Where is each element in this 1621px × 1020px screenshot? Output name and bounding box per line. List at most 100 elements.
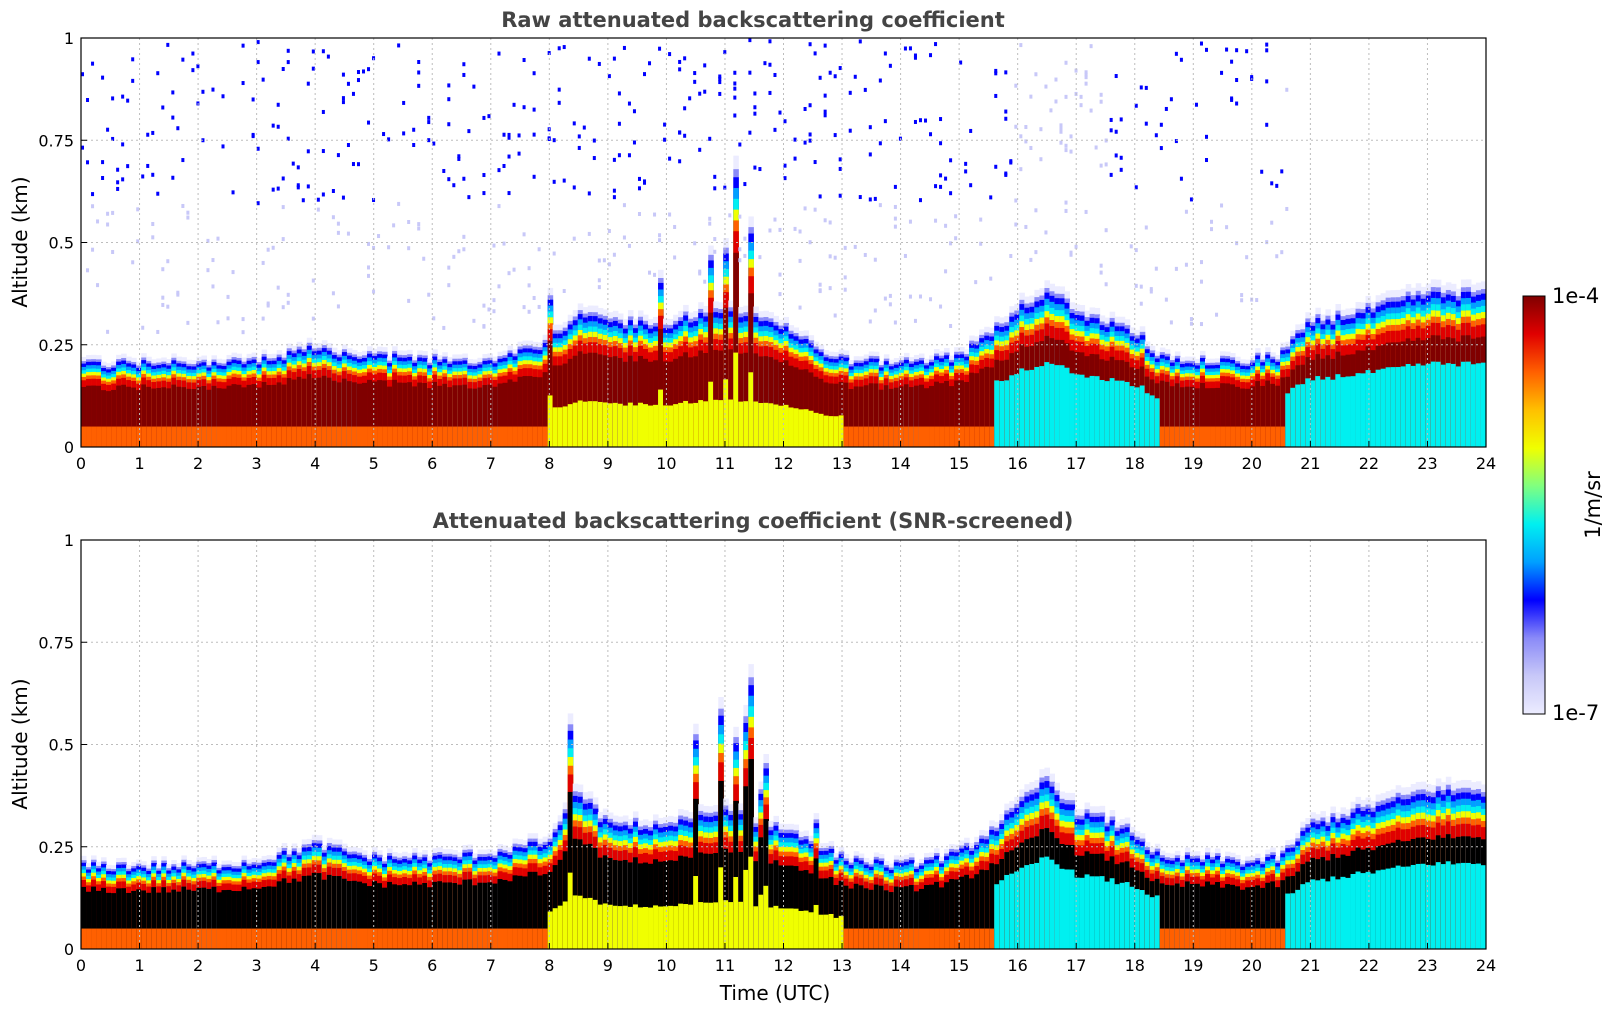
- noise-cell: [1104, 162, 1108, 167]
- ground-cell: [1455, 366, 1462, 447]
- ground-cell: [306, 928, 313, 949]
- noise-cell: [1215, 312, 1219, 317]
- ground-cell: [326, 426, 333, 447]
- layer-cell: [658, 328, 664, 447]
- noise-cell: [1240, 298, 1244, 303]
- layer-cell: [607, 858, 614, 949]
- layer-cell: [547, 871, 554, 949]
- noise-cell: [1069, 149, 1073, 154]
- ground-cell: [1039, 366, 1045, 447]
- noise-cell: [793, 156, 797, 161]
- ground-cell: [1230, 426, 1236, 447]
- ground-cell: [1069, 373, 1076, 447]
- noise-cell: [778, 272, 782, 277]
- ground-cell: [668, 405, 674, 447]
- ground-cell: [356, 928, 363, 949]
- raw-panel-title: Raw attenuated backscattering coefficien…: [501, 8, 1005, 32]
- noise-cell: [627, 153, 631, 158]
- raw-y-axis-label: Altitude (km): [8, 176, 32, 307]
- x-tick-label: 5: [369, 454, 379, 473]
- noise-cell: [1069, 252, 1073, 257]
- noise-cell: [713, 174, 717, 179]
- layer-cell: [422, 383, 428, 447]
- ground-cell: [236, 426, 243, 447]
- layer-cell: [362, 382, 368, 447]
- layer-cell: [753, 353, 759, 447]
- ground-cell: [91, 928, 97, 949]
- layer-cell: [251, 888, 258, 949]
- noise-cell: [753, 165, 757, 170]
- layer-cell: [532, 871, 539, 949]
- ground-cell: [738, 901, 744, 949]
- ground-cell: [908, 426, 915, 447]
- ground-cell: [156, 426, 162, 447]
- ground-cell: [271, 426, 278, 447]
- layer-cell: [637, 355, 644, 447]
- noise-cell: [482, 324, 486, 329]
- layer-cell: [462, 879, 468, 949]
- noise-cell: [612, 157, 616, 162]
- ground-cell: [1395, 367, 1402, 447]
- noise-cell: [552, 251, 556, 256]
- noise-cell: [226, 294, 230, 299]
- x-tick-label: 6: [427, 454, 437, 473]
- layer-cell: [1199, 382, 1206, 447]
- noise-cell: [632, 109, 636, 114]
- noise-cell: [643, 72, 647, 77]
- noise-cell: [492, 298, 496, 303]
- layer-cell: [477, 387, 483, 447]
- noise-cell: [994, 164, 998, 169]
- noise-cell: [286, 300, 290, 305]
- ground-cell: [452, 426, 458, 447]
- layer-cell: [803, 369, 810, 447]
- noise-cell: [467, 129, 471, 134]
- ground-cell: [1285, 393, 1291, 447]
- noise-cell: [447, 177, 451, 182]
- noise-cell: [502, 241, 506, 246]
- layer-cell: [427, 887, 433, 949]
- noise-cell: [91, 192, 95, 197]
- layer-cell: [587, 843, 594, 949]
- noise-cell: [1134, 283, 1138, 288]
- noise-cell: [823, 109, 827, 114]
- ground-cell: [763, 402, 769, 447]
- layer-cell: [166, 388, 172, 447]
- layer-cell: [728, 349, 734, 447]
- layer-cell: [708, 853, 714, 949]
- noise-cell: [778, 292, 782, 297]
- layer-cell: [91, 385, 97, 447]
- noise-cell: [336, 221, 340, 226]
- layer-cell: [934, 381, 940, 447]
- layer-cell: [688, 357, 694, 447]
- layer-cell: [392, 379, 398, 447]
- layer-cell: [121, 384, 127, 447]
- layer-cell: [186, 388, 192, 447]
- layer-cell: [617, 860, 624, 949]
- ground-cell: [1119, 380, 1126, 447]
- ground-cell: [251, 426, 258, 447]
- layer-cell: [362, 883, 368, 949]
- noise-cell: [1034, 208, 1038, 213]
- layer-cell: [643, 862, 649, 949]
- ground-cell: [984, 426, 990, 447]
- noise-cell: [793, 226, 797, 231]
- layer-cell: [377, 380, 383, 447]
- x-tick-label: 23: [1417, 454, 1437, 473]
- ground-cell: [1089, 375, 1096, 447]
- noise-cell: [703, 63, 707, 68]
- ground-cell: [191, 928, 197, 949]
- noise-cell: [341, 100, 345, 105]
- ground-cell: [397, 928, 403, 949]
- layer-cell: [778, 362, 784, 447]
- y-tick-label: 0: [64, 438, 74, 457]
- layer-cell: [201, 386, 207, 447]
- layer-cell: [216, 388, 222, 447]
- noise-cell: [311, 49, 315, 54]
- noise-cell: [211, 87, 215, 92]
- ground-cell: [1335, 374, 1341, 447]
- noise-cell: [1260, 169, 1264, 174]
- ground-cell: [171, 928, 177, 949]
- noise-cell: [447, 265, 451, 270]
- noise-cell: [768, 62, 772, 67]
- noise-cell: [111, 210, 115, 215]
